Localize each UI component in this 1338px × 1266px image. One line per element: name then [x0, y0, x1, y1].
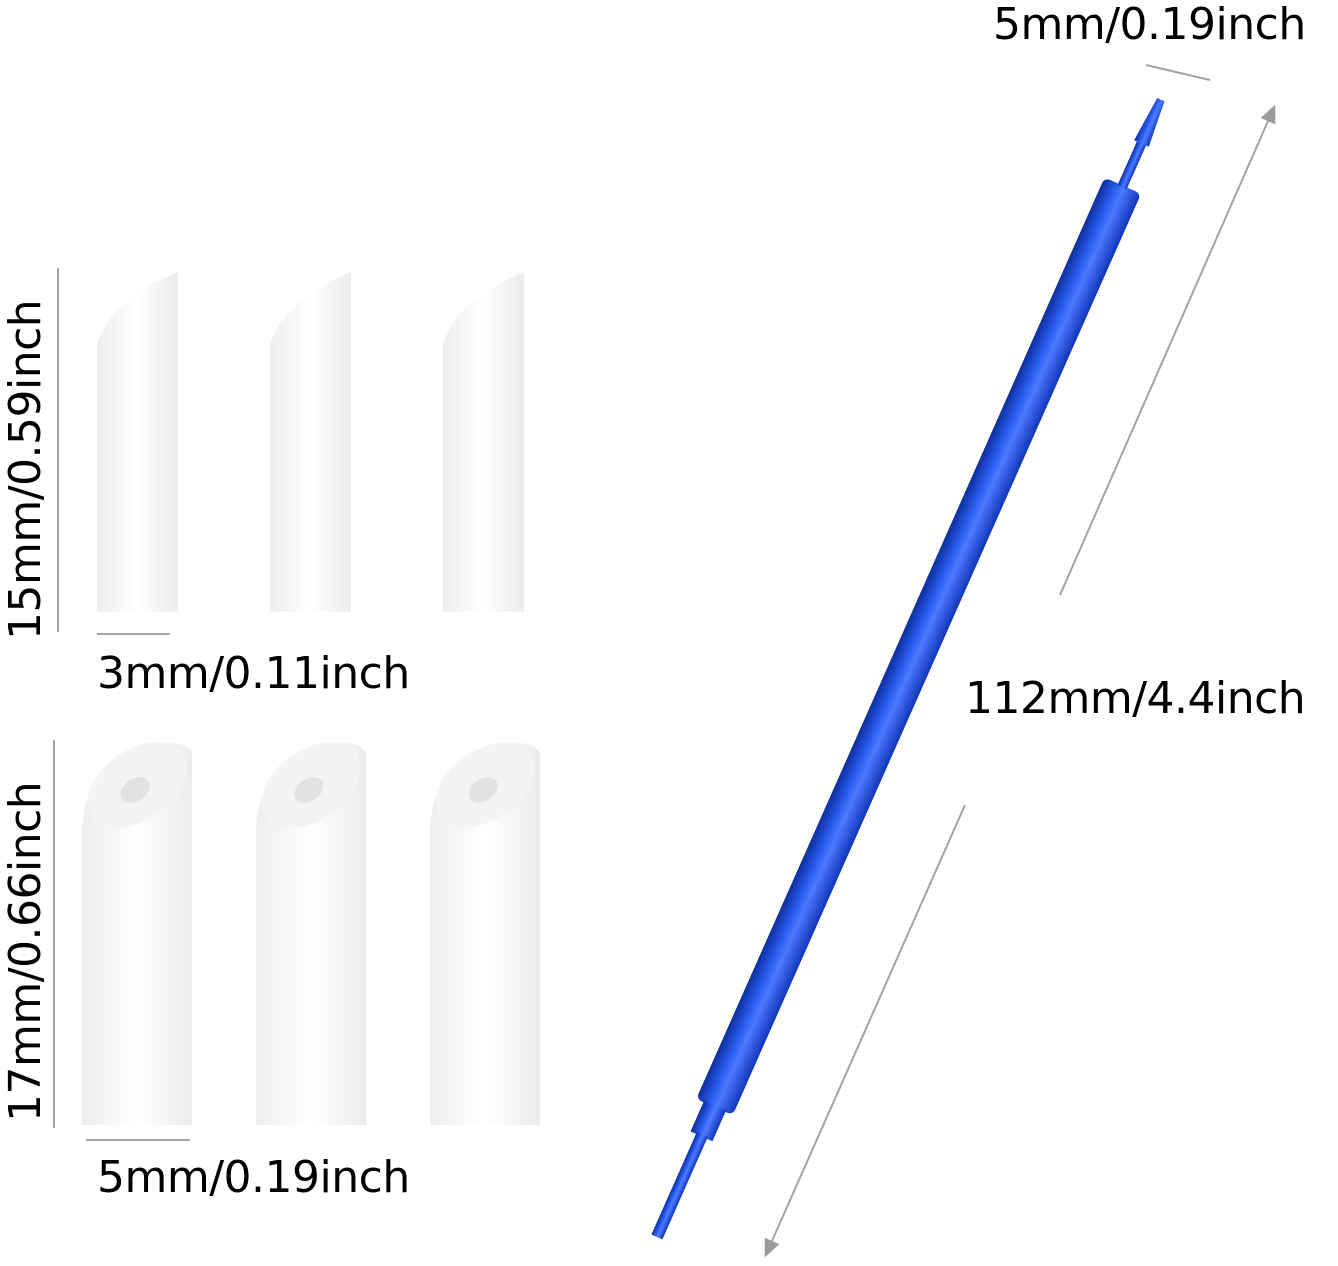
small-felt-tips: [97, 272, 524, 612]
small-tip-width-label: 3mm/0.11inch: [97, 648, 410, 699]
large-tip-width-label: 5mm/0.19inch: [97, 1152, 410, 1203]
large-tip-height-label: 17mm/0.66inch: [0, 781, 51, 1122]
blue-pen: [651, 97, 1165, 1240]
large-felt-tips: [82, 742, 540, 1125]
dimension-lines: [53, 64, 1276, 1258]
pen-length-label: 112mm/4.4inch: [965, 673, 1306, 724]
pen-tip-width-label: 5mm/0.19inch: [993, 0, 1306, 50]
small-tip-height-label: 15mm/0.59inch: [0, 299, 51, 640]
